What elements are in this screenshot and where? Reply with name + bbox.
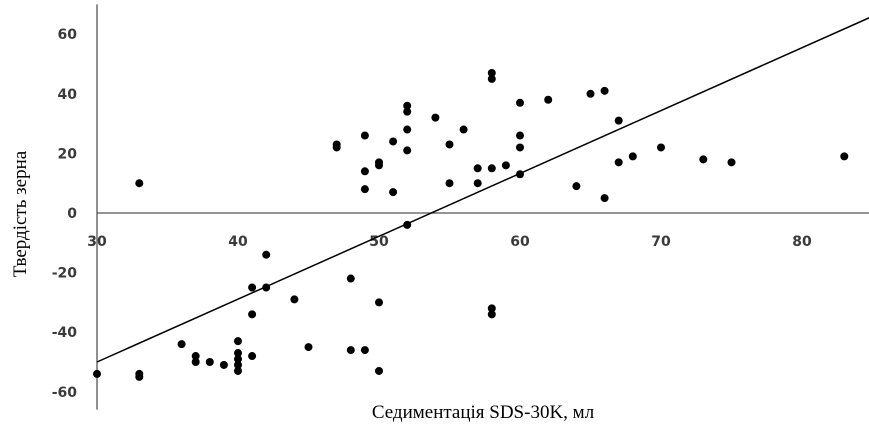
data-point: [516, 170, 524, 179]
data-points: [93, 68, 849, 381]
data-point: [191, 358, 200, 366]
data-point: [614, 116, 623, 125]
data-point: [473, 179, 482, 188]
data-point: [403, 146, 412, 155]
y-tick-label: 40: [58, 87, 78, 103]
data-point: [135, 372, 144, 381]
data-point: [403, 101, 412, 110]
data-point: [487, 310, 496, 319]
data-point: [403, 125, 412, 134]
data-point: [431, 113, 440, 122]
data-point: [375, 366, 383, 375]
y-tick-label: 20: [58, 146, 78, 162]
data-point: [248, 352, 257, 361]
data-point: [389, 137, 398, 146]
data-point: [135, 179, 144, 188]
data-point: [234, 366, 242, 375]
data-point: [234, 355, 242, 364]
x-tick-label: 40: [228, 234, 248, 250]
data-point: [332, 140, 341, 149]
data-point: [234, 349, 242, 358]
trendline: [96, 17, 869, 363]
data-point: [699, 155, 708, 164]
data-point: [516, 98, 524, 107]
data-point: [262, 250, 271, 259]
data-point: [501, 161, 510, 170]
data-point: [346, 346, 355, 355]
data-point: [205, 358, 214, 366]
data-point: [262, 283, 271, 292]
data-point: [248, 310, 257, 319]
data-point: [360, 346, 369, 355]
data-point: [290, 295, 299, 304]
data-point: [234, 337, 242, 346]
y-tick-label: -60: [52, 385, 78, 401]
y-tick-label: -40: [52, 325, 78, 341]
data-point: [191, 352, 200, 361]
y-tick-label: 0: [67, 206, 77, 222]
data-point: [360, 185, 369, 194]
data-point: [628, 152, 637, 161]
data-point: [459, 125, 468, 134]
y-tick-labels: 60 40 20 0 -20 -40 -60: [52, 27, 78, 401]
axes: [96, 4, 869, 410]
data-point: [600, 194, 609, 203]
data-point: [487, 68, 496, 77]
data-point: [177, 340, 186, 349]
x-tick-label: 70: [651, 234, 671, 250]
data-point: [304, 343, 313, 352]
data-point: [346, 274, 355, 283]
data-point: [234, 360, 242, 369]
x-tick-label: 80: [792, 234, 812, 250]
data-point: [360, 167, 369, 176]
trend-line: [96, 17, 869, 363]
data-point: [389, 188, 398, 197]
x-axis-title: Седиментація SDS-30K, мл: [372, 402, 595, 423]
data-point: [727, 158, 736, 167]
data-point: [516, 131, 524, 140]
data-point: [445, 179, 454, 188]
x-tick-label: 30: [87, 234, 107, 250]
data-point: [375, 161, 383, 170]
data-point: [572, 182, 581, 191]
data-point: [403, 220, 412, 229]
data-point: [360, 131, 369, 140]
data-point: [600, 86, 609, 95]
y-axis-title: Твердість зерна: [10, 150, 31, 277]
data-point: [840, 152, 849, 161]
data-point: [219, 360, 228, 369]
data-point: [248, 283, 257, 292]
y-tick-label: 60: [58, 27, 78, 43]
data-point: [544, 95, 553, 104]
data-point: [614, 158, 623, 167]
data-point: [403, 107, 412, 116]
data-point: [487, 164, 496, 173]
x-tick-label: 60: [510, 234, 530, 250]
data-point: [487, 304, 496, 313]
data-point: [516, 143, 524, 152]
data-point: [657, 143, 665, 152]
x-tick-labels: 30 40 50 60 70 80: [87, 234, 812, 250]
data-point: [487, 74, 496, 83]
data-point: [473, 164, 482, 173]
data-point: [445, 140, 454, 149]
data-point: [375, 298, 383, 307]
data-point: [93, 369, 101, 378]
data-point: [586, 89, 595, 98]
y-tick-label: -20: [52, 266, 78, 282]
